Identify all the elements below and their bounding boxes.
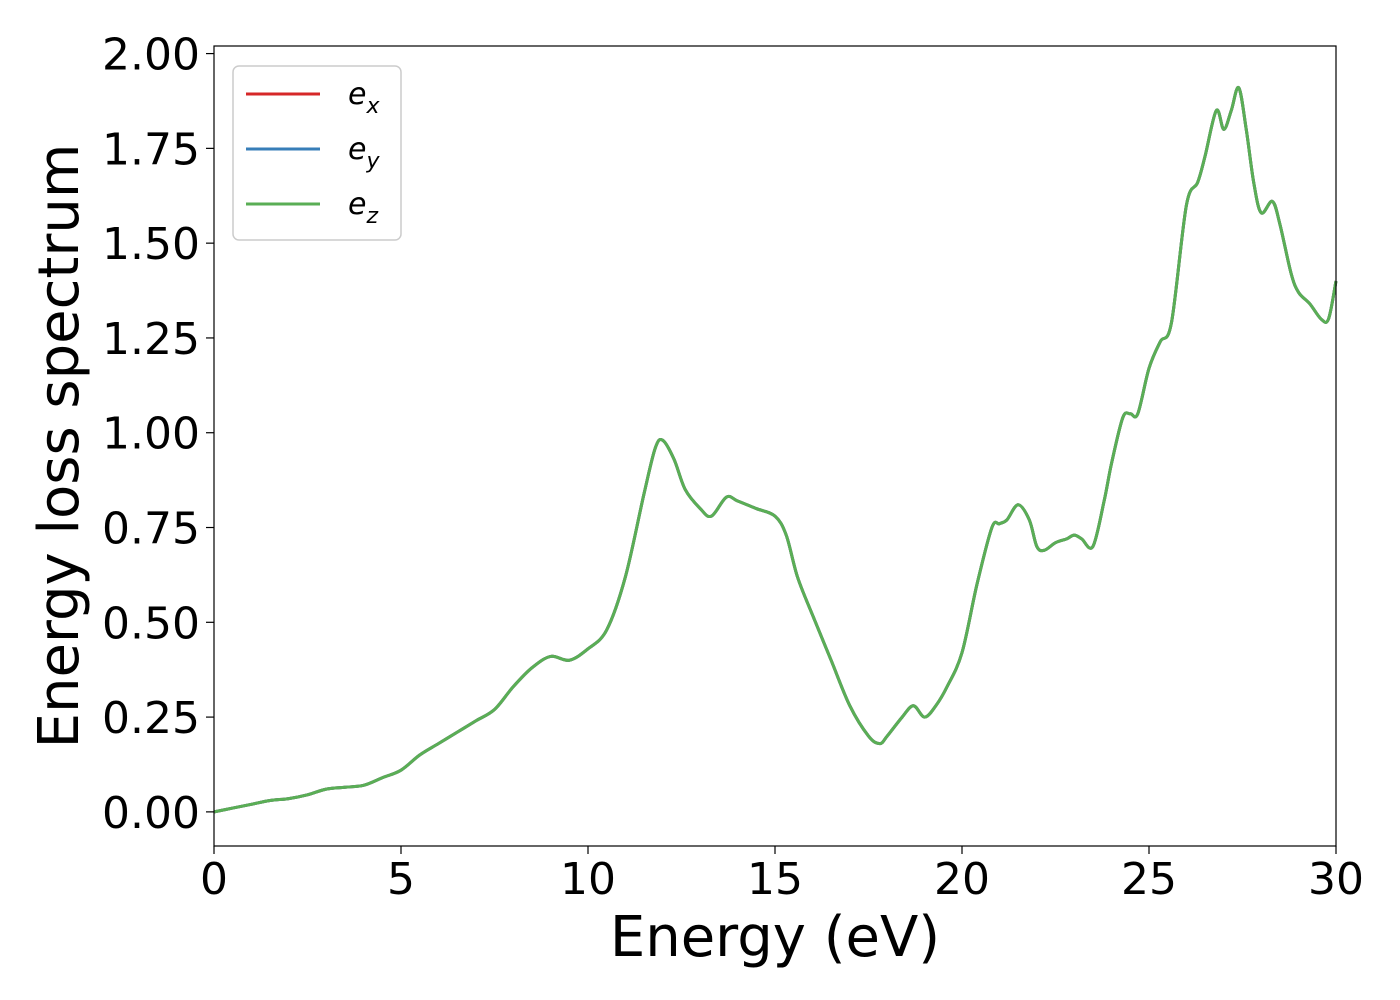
legend-box <box>232 65 402 241</box>
x-tick-label: 30 <box>1308 854 1364 905</box>
y-axis-label: Energy loss spectrum <box>27 144 92 749</box>
x-tick-label: 15 <box>747 854 803 905</box>
x-tick-label: 5 <box>387 854 415 905</box>
x-axis-label: Energy (eV) <box>610 905 940 970</box>
y-tick-label: 0.75 <box>102 504 200 555</box>
y-tick-label: 1.00 <box>102 409 200 460</box>
x-tick-label: 25 <box>1121 854 1177 905</box>
x-axis-ticks: 0 5 10 15 20 25 30 <box>200 846 1364 905</box>
y-tick-label: 0.00 <box>102 788 200 839</box>
legend-label: ex <box>348 77 380 119</box>
x-tick-label: 10 <box>560 854 616 905</box>
series-layer <box>213 85 1338 814</box>
y-tick-label: 2.00 <box>102 30 200 81</box>
legend: ex ey ez <box>232 65 402 241</box>
legend-label: ez <box>348 187 378 229</box>
series-line-ez <box>213 85 1338 814</box>
x-tick-label: 0 <box>200 854 228 905</box>
y-tick-label: 0.50 <box>102 598 200 649</box>
y-axis-ticks: 0.00 0.25 0.50 0.75 1.00 1.25 1.50 1.75 2.00 <box>102 30 214 839</box>
y-tick-label: 1.75 <box>102 124 200 175</box>
y-tick-label: 1.50 <box>102 219 200 270</box>
y-tick-label: 0.25 <box>102 693 200 744</box>
x-tick-label: 20 <box>934 854 990 905</box>
y-tick-label: 1.25 <box>102 314 200 365</box>
legend-label: ey <box>348 132 380 174</box>
